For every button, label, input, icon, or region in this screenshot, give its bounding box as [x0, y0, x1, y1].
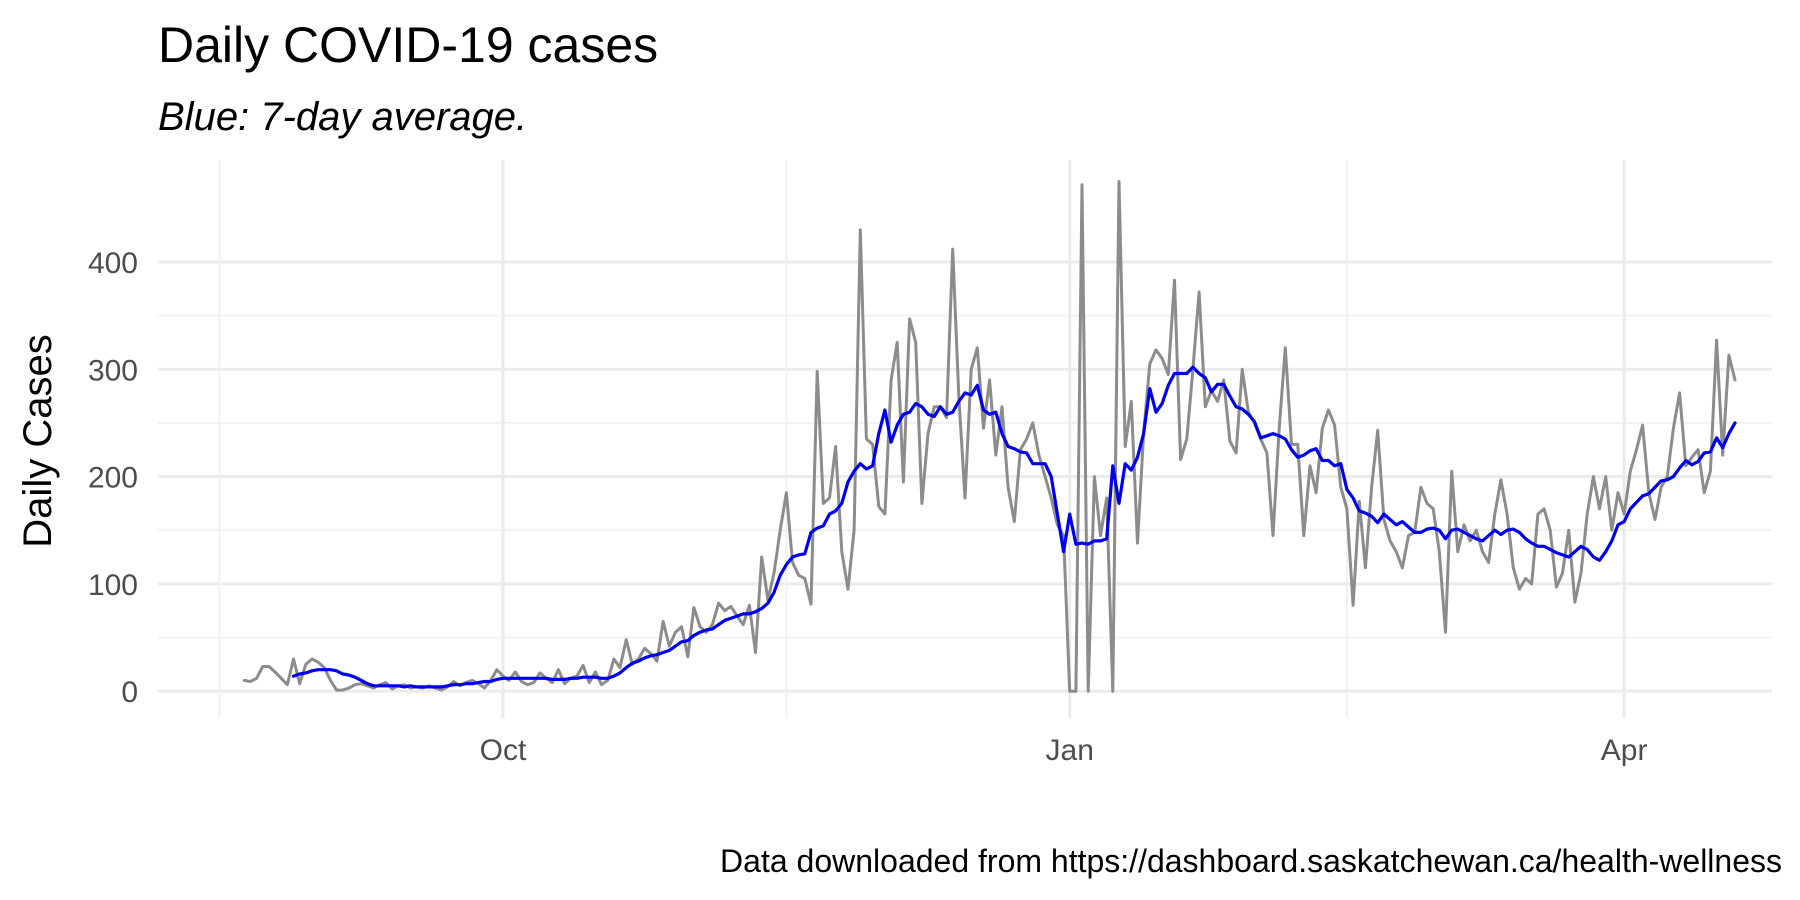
y-tick-label: 200 — [88, 462, 138, 495]
x-tick-labels: Oct Jan Apr — [480, 734, 1648, 767]
daily-cases-line — [242, 180, 1737, 693]
y-tick-label: 100 — [88, 569, 138, 602]
seven-day-average-line — [291, 365, 1737, 689]
x-tick-label: Oct — [480, 734, 527, 767]
series-layer — [242, 180, 1737, 693]
y-tick-label: 400 — [88, 247, 138, 280]
chart-subtitle: Blue: 7-day average. — [158, 95, 527, 139]
chart-title: Daily COVID-19 cases — [158, 17, 658, 73]
x-tick-label: Apr — [1601, 734, 1648, 767]
y-tick-label: 0 — [121, 676, 138, 709]
data-source-caption: Data downloaded from https://dashboard.s… — [720, 843, 1782, 879]
y-axis-label: Daily Cases — [16, 334, 60, 547]
grid-layer — [158, 160, 1772, 718]
x-tick-label: Jan — [1046, 734, 1094, 767]
y-tick-label: 300 — [88, 354, 138, 387]
y-tick-labels: 0 100 200 300 400 — [88, 247, 138, 709]
